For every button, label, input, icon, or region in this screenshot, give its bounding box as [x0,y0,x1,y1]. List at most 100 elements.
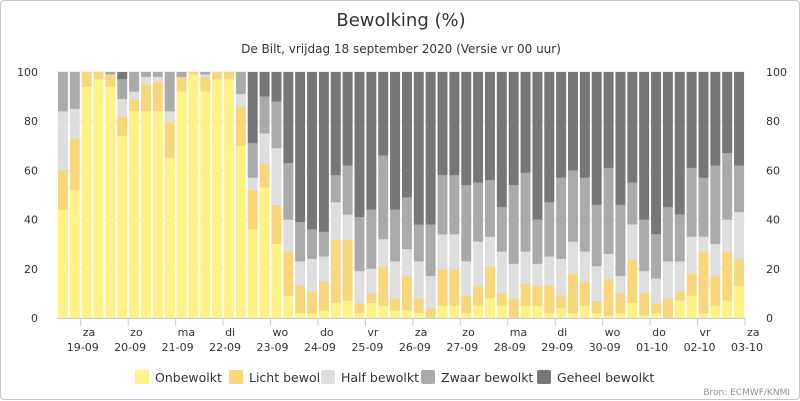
bar-segment-zwaar-bewolkt [295,222,306,262]
bar-segment-zwaar-bewolkt [413,224,424,262]
bar-segment-half-bewolkt [651,278,662,304]
bar-segment-zwaar-bewolkt [674,214,685,262]
y-axis-left: 0 20 40 60 80 100 [17,66,38,325]
bar-segment-zwaar-bewolkt [556,177,567,259]
x-tick-date: 23-09 [257,341,289,354]
bar-segment-half-bewolkt [235,94,246,107]
bar-segment-geheel-bewolkt [330,72,341,176]
bar-segment-zwaar-bewolkt [437,175,448,235]
bar-segment-licht-bewolkt [484,266,495,299]
bar-segment-licht-bewolkt [627,258,638,304]
bar-segment-zwaar-bewolkt [484,180,495,237]
bar-segment-licht-bewolkt [366,293,377,304]
bar-segment-onbewolkt [271,244,282,318]
legend[interactable]: Onbewolkt Licht bewolkt Half bewolkt Zwaar … [135,370,654,385]
bar-segment-licht-bewolkt [674,290,685,301]
bar-segment-onbewolkt [579,305,590,318]
bar-segment-licht-bewolkt [318,281,329,311]
chart-subtitle: De Bilt, vrijdag 18 september 2020 (Vers… [241,42,561,56]
bar-segment-licht-bewolkt [639,293,650,316]
bar-segment-geheel-bewolkt [318,72,329,232]
bar-segment-onbewolkt [140,111,151,318]
bar-segment-half-bewolkt [437,234,448,269]
bar-segment-licht-bewolkt [188,72,199,75]
bar-segment-half-bewolkt [568,241,578,274]
bar-segment-zwaar-bewolkt [722,153,733,220]
bar-segment-licht-bewolkt [615,293,626,314]
bar-segment-half-bewolkt [698,236,709,252]
y-tick-label-left: 80 [24,115,38,128]
bar-segment-geheel-bewolkt [615,72,626,205]
bar-segment-licht-bewolkt [686,273,697,296]
bar-segment-onbewolkt [591,313,602,318]
bar-segment-licht-bewolkt [271,204,282,245]
bar-segment-zwaar-bewolkt [354,217,365,272]
bar-segment-geheel-bewolkt [508,72,519,186]
x-tick-day: ma [178,326,195,339]
y-tick-label-right: 100 [766,66,787,79]
bar-segment-geheel-bewolkt [295,72,306,223]
bar-segment-half-bewolkt [544,256,555,287]
x-tick-day: za [83,326,96,339]
bar-segment-licht-bewolkt [496,293,507,306]
bar-segment-licht-bewolkt [734,258,745,287]
bar-segment-zwaar-bewolkt [378,155,389,240]
bar-segment-half-bewolkt [69,108,80,139]
bar-segment-onbewolkt [615,313,626,318]
bar-segment-licht-bewolkt [401,276,412,311]
bar-segment-onbewolkt [295,313,306,318]
bar-segment-zwaar-bewolkt [69,72,80,109]
bar-segment-geheel-bewolkt [591,72,602,205]
bar-segment-half-bewolkt [401,249,412,277]
legend-item-licht-bewolkt[interactable]: Licht bewolkt [229,370,332,385]
bar-segment-zwaar-bewolkt [390,209,401,262]
bar-segment-geheel-bewolkt [662,72,673,208]
bar-segment-geheel-bewolkt [627,72,638,183]
bar-segment-onbewolkt [532,305,543,318]
bar-segment-zwaar-bewolkt [520,172,531,252]
bar-segment-onbewolkt [224,79,234,318]
bar-segment-onbewolkt [734,286,745,318]
bar-segment-half-bewolkt [449,234,460,269]
bar-segment-onbewolkt [568,313,578,318]
y-tick-label-left: 40 [24,214,38,227]
x-tick-date: 22-09 [209,341,241,354]
legend-item-half-bewolkt[interactable]: Half bewolkt [321,370,419,385]
legend-item-zwaar-bewolkt[interactable]: Zwaar bewolkt [421,370,533,385]
bar-segment-half-bewolkt [722,219,733,252]
bar-segment-geheel-bewolkt [271,72,282,102]
bar-segment-half-bewolkt [461,261,472,296]
bar-segment-half-bewolkt [484,236,495,267]
x-tick-day: za [747,326,760,339]
bar-segment-half-bewolkt [342,214,353,240]
bar-segment-geheel-bewolkt [579,72,590,178]
bar-segment-licht-bewolkt [579,281,590,306]
bar-segment-onbewolkt [93,79,104,318]
bar-segment-licht-bewolkt [710,276,721,306]
x-tick-day: do [652,326,666,339]
bar-segment-geheel-bewolkt [544,72,555,203]
bar-segment-geheel-bewolkt [307,72,318,230]
bar-segment-onbewolkt [330,303,341,318]
bar-segment-half-bewolkt [57,111,68,171]
bar-segment-onbewolkt [283,295,294,318]
bar-segment-half-bewolkt [117,99,128,117]
bar-segment-licht-bewolkt [295,286,306,314]
chart-title: Bewolking (%) [336,10,465,31]
bar-segment-zwaar-bewolkt [176,72,187,77]
bar-segment-zwaar-bewolkt [508,185,519,264]
bar-segment-licht-bewolkt [378,266,389,306]
bar-segment-onbewolkt [674,300,685,318]
legend-item-geheel-bewolkt[interactable]: Geheel bewolkt [537,370,654,385]
x-tick-date: 20-09 [114,341,146,354]
x-tick-date: 19-09 [67,341,99,354]
bar-segment-zwaar-bewolkt [662,207,673,262]
bar-segment-zwaar-bewolkt [698,177,709,237]
bar-segment-onbewolkt [520,305,531,318]
bar-segment-half-bewolkt [200,74,211,77]
legend-label: Zwaar bewolkt [441,370,533,385]
bar-segment-onbewolkt [461,313,472,318]
legend-item-onbewolkt[interactable]: Onbewolkt [135,370,222,385]
